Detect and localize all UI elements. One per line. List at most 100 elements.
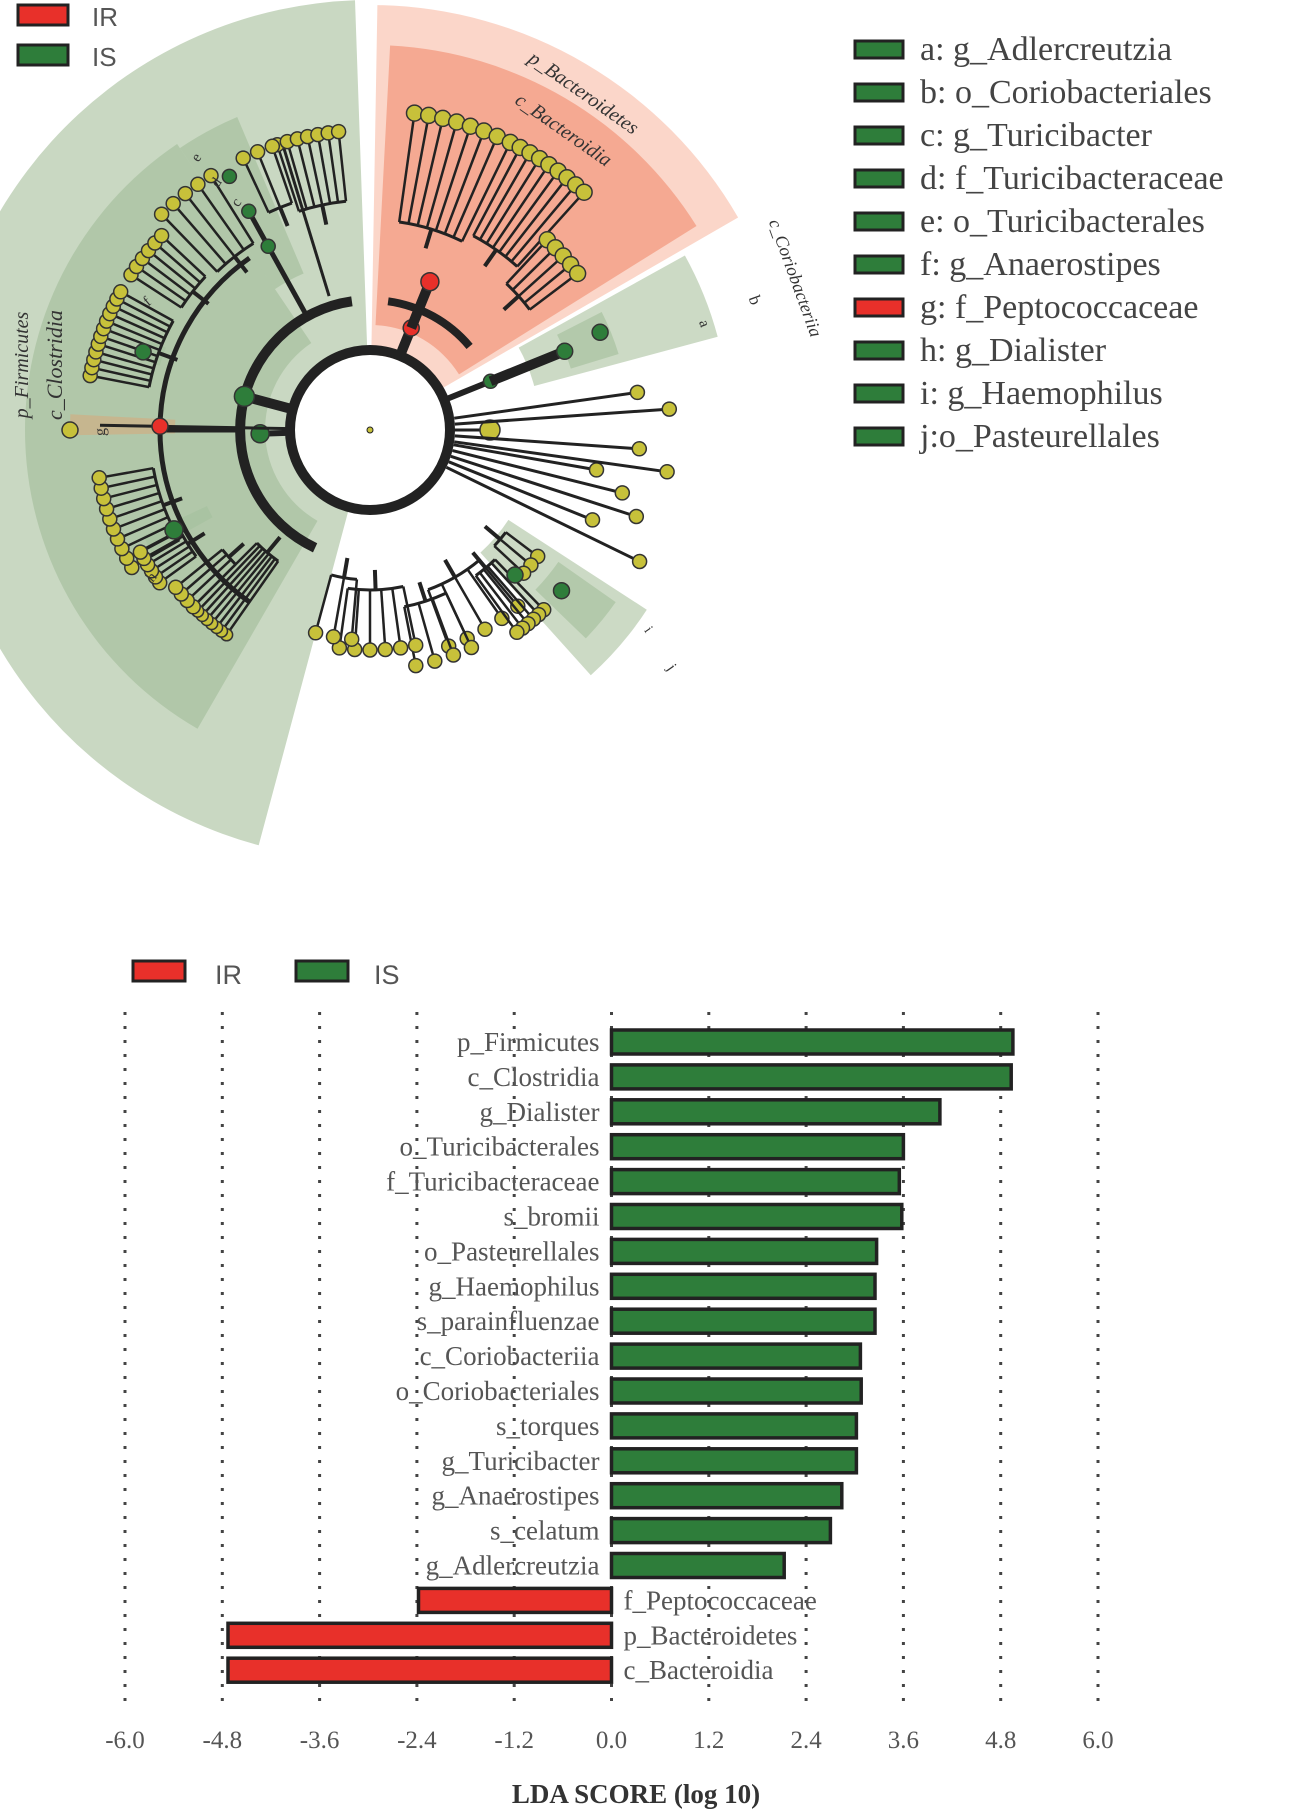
- lda-legend-is-label: IS: [374, 960, 400, 990]
- lda-category-label: s_celatum: [490, 1516, 599, 1546]
- clado-branch: [337, 131, 348, 202]
- key-item: j:o_Pasteurellales: [853, 418, 1160, 455]
- lda-bar: [416, 1586, 614, 1615]
- clado-branch: [452, 449, 623, 495]
- clado-branch: [98, 466, 154, 480]
- lda-bar: [226, 1621, 614, 1650]
- clado-branch: [286, 141, 308, 210]
- clado-node: [659, 464, 675, 480]
- lda-x-tick-label: 3.6: [888, 1727, 919, 1754]
- clado-node-bacteroidia: [420, 271, 440, 292]
- clado-branch-arc: [427, 559, 481, 592]
- clado-node: [405, 104, 424, 122]
- cladogram: p_Firmicutes c_Clostridiap_Bacteroidetesc…: [0, 0, 826, 846]
- clado-branch: [350, 579, 359, 640]
- lda-category-label: p_Firmicutes: [457, 1027, 600, 1057]
- clado-branch: [113, 508, 166, 531]
- clado-node: [479, 419, 501, 441]
- lda-x-tick-label: -1.2: [494, 1727, 534, 1754]
- clado-branch: [184, 192, 236, 258]
- lda-category-label: g_Haemophilus: [429, 1271, 600, 1301]
- clado-node: [628, 508, 645, 525]
- lda-x-axis-label: LDA SCORE (log 10): [512, 1779, 760, 1809]
- clado-branch: [391, 588, 402, 649]
- clado-node: [91, 470, 107, 486]
- clado-node-pasteurellales: [506, 566, 524, 584]
- lda-bar: [609, 1377, 863, 1405]
- clado-branch: [423, 228, 434, 249]
- key-swatch: [853, 82, 905, 103]
- lda-category-label: f_Peptococcaceae: [624, 1585, 817, 1615]
- clado-branch: [276, 144, 301, 212]
- clado-branch: [397, 112, 416, 223]
- clado-node: [153, 206, 170, 222]
- key-swatch: [853, 426, 905, 447]
- lda-bar: [609, 1342, 863, 1370]
- clado-node: [249, 144, 266, 160]
- clado-node: [510, 598, 526, 614]
- clado-branch: [454, 434, 640, 451]
- clado-node: [241, 203, 257, 220]
- key-label: g: f_Peptococcaceae: [920, 289, 1198, 326]
- key-label: f: g_Anaerostipes: [920, 246, 1161, 283]
- clado-branch: [215, 555, 273, 629]
- clado-branch: [246, 210, 310, 318]
- lda-bar: [609, 1237, 879, 1266]
- clado-branch: [220, 557, 277, 632]
- clado-branch: [103, 483, 158, 500]
- clado-branch: [516, 191, 586, 268]
- clado-branch: [314, 574, 333, 634]
- clado-branch: [242, 157, 270, 214]
- clado-branch: [488, 346, 567, 386]
- clado-branch: [504, 177, 568, 258]
- clado-branch: [271, 145, 294, 204]
- key-label: b: o_Coriobacteriales: [920, 74, 1212, 111]
- lda-x-ticks: -6.0 -4.8 -3.6 -2.4 -1.2 0.0 1.2 2.4 3.6 4.8 6.0: [105, 1727, 1113, 1754]
- lda-bar: [609, 1516, 833, 1545]
- lda-category-label: g_Turicibacter: [442, 1446, 600, 1476]
- clado-branch-arc: [235, 296, 353, 553]
- clado-branch: [192, 563, 237, 608]
- clado-branch: [280, 142, 331, 297]
- clado-branch: [443, 378, 492, 403]
- clado-node-dialister: [134, 343, 152, 361]
- key-item: f: g_Anaerostipes: [853, 246, 1161, 283]
- key-label: e: o_Turicibacterales: [920, 203, 1205, 240]
- key-label: d: f_Turicibacteraceae: [920, 160, 1224, 197]
- clado-branch: [466, 568, 503, 620]
- clado-node: [377, 641, 394, 658]
- lda-category-label: o_Coriobacteriales: [396, 1376, 600, 1406]
- lda-bar: [609, 1272, 877, 1301]
- clado-branch: [100, 475, 156, 490]
- clado-branch: [453, 576, 487, 630]
- clado-branch: [502, 294, 520, 312]
- clado-branch: [478, 571, 524, 629]
- lda-bar: [609, 1447, 859, 1475]
- clado-branch: [186, 531, 206, 546]
- lda-bar: [609, 1481, 844, 1510]
- clado-branch: [278, 206, 290, 227]
- clado-branch: [121, 523, 173, 550]
- label-b: b: [745, 293, 766, 307]
- clado-node: [584, 512, 601, 528]
- clado-node: [177, 185, 194, 202]
- lda-x-tick-label: 0.0: [596, 1727, 627, 1754]
- clado-branch: [205, 550, 267, 621]
- lda-category-label: g_Adlercreutzia: [426, 1551, 600, 1581]
- key-label: h: g_Dialister: [920, 332, 1107, 369]
- lda-bar-chart: IR IS p_Firmicutes c_Clostridia g_Dialiste…: [105, 959, 1114, 1809]
- lda-category-label: p_Bacteroidetes: [624, 1620, 798, 1650]
- label-i: i: [641, 624, 656, 636]
- cladogram-tree: [61, 104, 678, 674]
- key-swatch: [853, 125, 905, 146]
- clado-branch: [483, 248, 498, 268]
- clado-branch: [450, 454, 637, 518]
- lda-legend-is-swatch: [294, 959, 350, 983]
- clado-branch: [174, 548, 224, 589]
- key-swatch: [853, 168, 905, 189]
- clado-branch: [265, 535, 282, 554]
- clado-branch: [209, 174, 255, 245]
- clado-branch: [472, 146, 522, 237]
- clado-branch: [109, 312, 166, 340]
- clado-branch: [498, 170, 560, 253]
